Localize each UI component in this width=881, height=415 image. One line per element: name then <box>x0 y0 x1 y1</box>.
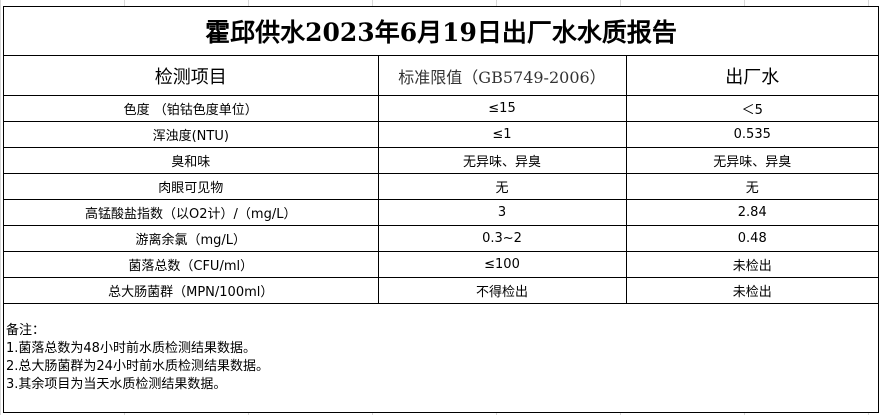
cell-standard: ≤100 <box>377 251 627 278</box>
cell-standard: ≤15 <box>377 95 627 122</box>
cell-result: 未检出 <box>625 277 878 304</box>
cell-item: 色度 （铂钴色度单位） <box>4 95 379 122</box>
cell-result: 无异味、异臭 <box>625 147 878 174</box>
cell-item: 菌落总数（CFU/ml） <box>4 251 379 278</box>
cell-result: 未检出 <box>625 251 878 278</box>
header-result: 出厂水 <box>625 56 878 96</box>
water-quality-table: 检测项目 标准限值（GB5749-2006） 出厂水 色度 （铂钴色度单位） ≤1… <box>4 56 878 304</box>
table-row: 浑浊度(NTU) ≤1 0.535 <box>4 121 878 148</box>
cell-item: 高锰酸盐指数（以O2计）/（mg/L） <box>4 199 379 226</box>
cell-standard: ≤1 <box>377 121 627 148</box>
note-item: 3.其余项目为当天水质检测结果数据。 <box>6 377 227 392</box>
table-row: 色度 （铂钴色度单位） ≤15 ＜5 <box>4 95 878 122</box>
table-row: 肉眼可见物无无 <box>4 173 878 200</box>
header-item: 检测项目 <box>4 56 379 96</box>
header-standard: 标准限值（GB5749-2006） <box>377 56 627 96</box>
cell-result: 0.48 <box>625 225 878 252</box>
cell-standard: 不得检出 <box>377 277 627 304</box>
cell-item: 浑浊度(NTU) <box>4 121 379 148</box>
table-row: 臭和味 无异味、异臭 无异味、异臭 <box>4 147 878 174</box>
header-row: 检测项目 标准限值（GB5749-2006） 出厂水 <box>4 56 878 96</box>
note-item: 1.菌落总数为48小时前水质检测结果数据。 <box>6 341 256 356</box>
cell-standard: 无 <box>377 173 627 200</box>
note-item: 2.总大肠菌群为24小时前水质检测结果数据。 <box>6 359 269 374</box>
table-row: 总大肠菌群（MPN/100ml） 不得检出 未检出 <box>4 277 878 304</box>
report-title: 霍邱供水2023年6月19日出厂水水质报告 <box>4 7 878 56</box>
cell-result: 0.535 <box>625 121 878 148</box>
table-row: 高锰酸盐指数（以O2计）/（mg/L） 3 2.84 <box>4 199 878 226</box>
cell-result: 无 <box>625 173 878 200</box>
notes: 备注： 1.菌落总数为48小时前水质检测结果数据。 2.总大肠菌群为24小时前水… <box>4 304 878 394</box>
cell-item: 总大肠菌群（MPN/100ml） <box>4 277 379 304</box>
cell-result: 2.84 <box>625 199 878 226</box>
notes-heading: 备注： <box>6 323 46 338</box>
table-row: 菌落总数（CFU/ml） ≤100 未检出 <box>4 251 878 278</box>
report-sheet: 霍邱供水2023年6月19日出厂水水质报告 检测项目 标准限值（GB5749-2… <box>3 6 879 413</box>
cell-standard: 3 <box>377 199 627 226</box>
cell-item: 游离余氯（mg/L） <box>4 225 379 252</box>
cell-item: 臭和味 <box>4 147 379 174</box>
cell-result: ＜5 <box>625 95 878 122</box>
cell-item: 肉眼可见物 <box>4 173 379 200</box>
cell-standard: 0.3~2 <box>377 225 627 252</box>
cell-standard: 无异味、异臭 <box>377 147 627 174</box>
table-row: 游离余氯（mg/L） 0.3~2 0.48 <box>4 225 878 252</box>
